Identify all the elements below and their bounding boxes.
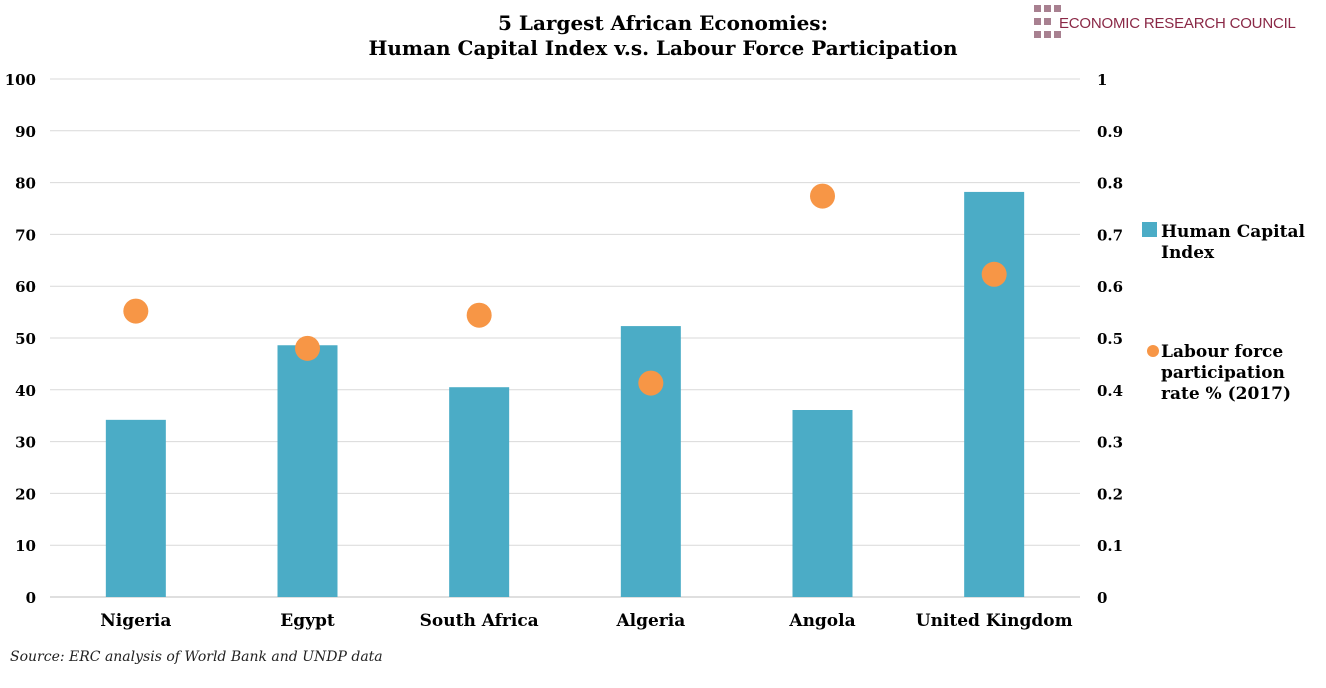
legend-swatch-dot [1147, 345, 1159, 357]
dot-labour-force [295, 335, 320, 361]
chart-title: 5 Largest African Economies: [498, 11, 828, 35]
bar-hci [277, 345, 338, 597]
y2-tick-label: 0.4 [1097, 382, 1123, 400]
legend-label-labour: Labour force [1161, 342, 1283, 362]
y2-tick-label: 0.8 [1097, 175, 1123, 193]
logo-text: ECONOMIC RESEARCH COUNCIL [1059, 15, 1296, 32]
y2-tick-label: 0.3 [1097, 434, 1123, 452]
legend-swatch-bar [1142, 222, 1157, 237]
bar-hci [449, 387, 510, 597]
legend-label-hci: Index [1161, 243, 1215, 263]
y-tick-label: 80 [15, 175, 36, 193]
dot-labour-force [981, 261, 1007, 287]
dot-labour-force [810, 183, 835, 209]
y-tick-label: 30 [15, 434, 36, 452]
bar-hci [792, 410, 853, 597]
y2-tick-label: 0.1 [1097, 537, 1123, 555]
dot-labour-force [123, 298, 149, 324]
y2-tick-label: 0 [1097, 589, 1107, 607]
legend-label-hci: Human Capital [1161, 222, 1305, 242]
y2-tick-label: 0.2 [1097, 485, 1123, 503]
x-tick-label: Algeria [615, 611, 685, 631]
x-tick-label: Angola [788, 611, 855, 631]
dot-labour-force [466, 302, 492, 328]
bar-hci [105, 419, 166, 597]
y-tick-label: 90 [15, 123, 36, 141]
y-tick-label: 0 [26, 589, 36, 607]
y-tick-label: 50 [15, 330, 36, 348]
y2-tick-label: 0.7 [1097, 226, 1123, 244]
erc-logo: ECONOMIC RESEARCH COUNCIL [1034, 5, 1326, 41]
dot-labour-force [638, 370, 664, 396]
legend-label-labour: participation [1161, 363, 1285, 383]
y2-tick-label: 0.5 [1097, 330, 1123, 348]
x-tick-label: Nigeria [100, 611, 171, 631]
y2-tick-label: 1 [1097, 71, 1107, 89]
x-tick-label: United Kingdom [916, 611, 1073, 631]
y-tick-label: 20 [15, 485, 36, 503]
x-tick-label: Egypt [280, 611, 335, 631]
source-note: Source: ERC analysis of World Bank and U… [10, 649, 383, 665]
y2-tick-label: 0.9 [1097, 123, 1123, 141]
y-tick-label: 10 [15, 537, 36, 555]
y2-tick-label: 0.6 [1097, 278, 1123, 296]
bar-hci [620, 326, 681, 597]
y-tick-label: 60 [15, 278, 36, 296]
x-tick-label: South Africa [420, 611, 539, 631]
y-tick-label: 100 [5, 71, 36, 89]
bar-hci [964, 191, 1025, 597]
y-tick-label: 40 [15, 382, 36, 400]
legend-label-labour: rate % (2017) [1161, 384, 1291, 404]
chart-subtitle: Human Capital Index v.s. Labour Force Pa… [368, 36, 957, 60]
y-tick-label: 70 [15, 226, 36, 244]
